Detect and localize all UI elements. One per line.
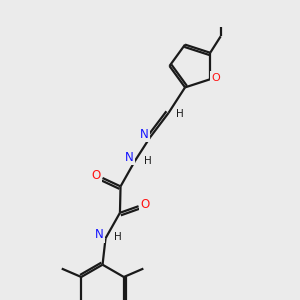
Text: H: H — [144, 156, 152, 166]
Text: H: H — [114, 232, 122, 242]
Text: H: H — [176, 110, 184, 119]
Text: O: O — [211, 73, 220, 83]
Text: N: N — [95, 228, 104, 241]
Text: O: O — [140, 198, 150, 211]
Text: N: N — [125, 151, 134, 164]
Text: N: N — [140, 128, 149, 141]
Text: O: O — [91, 169, 101, 182]
